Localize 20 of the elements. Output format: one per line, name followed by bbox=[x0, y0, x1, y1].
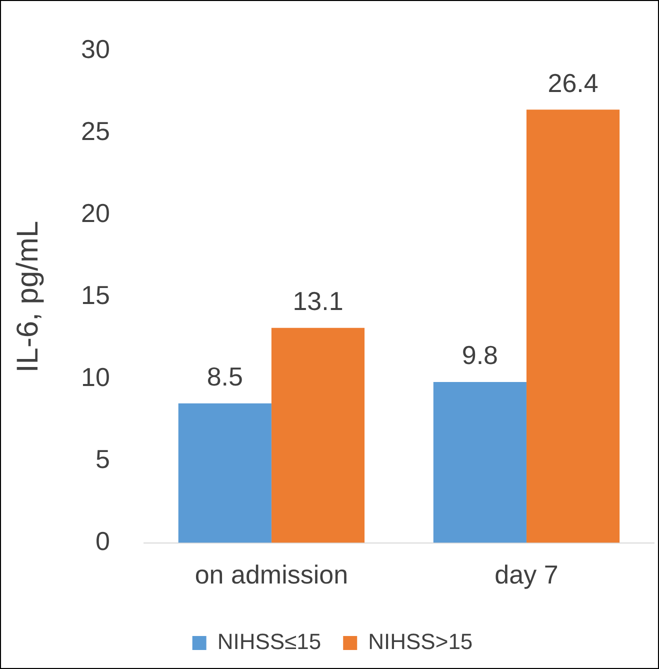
legend-label: NIHSS≤15 bbox=[217, 629, 322, 654]
y-axis-title: IL-6, pg/mL bbox=[11, 220, 44, 373]
x-tick-label: on admission bbox=[194, 560, 348, 590]
y-tick-label: 20 bbox=[81, 198, 110, 228]
legend-label: NIHSS>15 bbox=[368, 629, 473, 654]
bar bbox=[271, 328, 365, 543]
data-label: 26.4 bbox=[548, 68, 598, 98]
data-label: 13.1 bbox=[292, 286, 344, 316]
data-label: 9.8 bbox=[462, 340, 498, 370]
y-tick-label: 0 bbox=[95, 526, 110, 556]
bar bbox=[433, 382, 526, 543]
y-tick-label: 25 bbox=[81, 116, 110, 146]
x-tick-label: day 7 bbox=[494, 560, 558, 590]
y-tick-label: 10 bbox=[81, 362, 110, 392]
y-tick-label: 30 bbox=[81, 34, 110, 64]
y-tick-label: 15 bbox=[81, 280, 110, 310]
y-tick-label: 5 bbox=[95, 444, 110, 474]
data-label: 8.5 bbox=[206, 362, 243, 392]
bar bbox=[526, 110, 620, 543]
bar bbox=[178, 403, 272, 543]
